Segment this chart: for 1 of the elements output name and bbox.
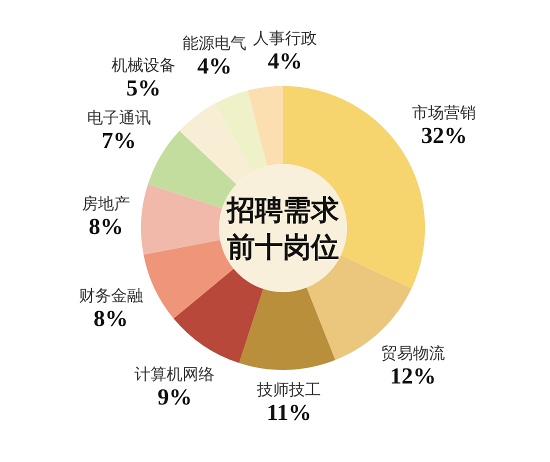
title: 招聘需求前十岗位 <box>227 196 339 264</box>
